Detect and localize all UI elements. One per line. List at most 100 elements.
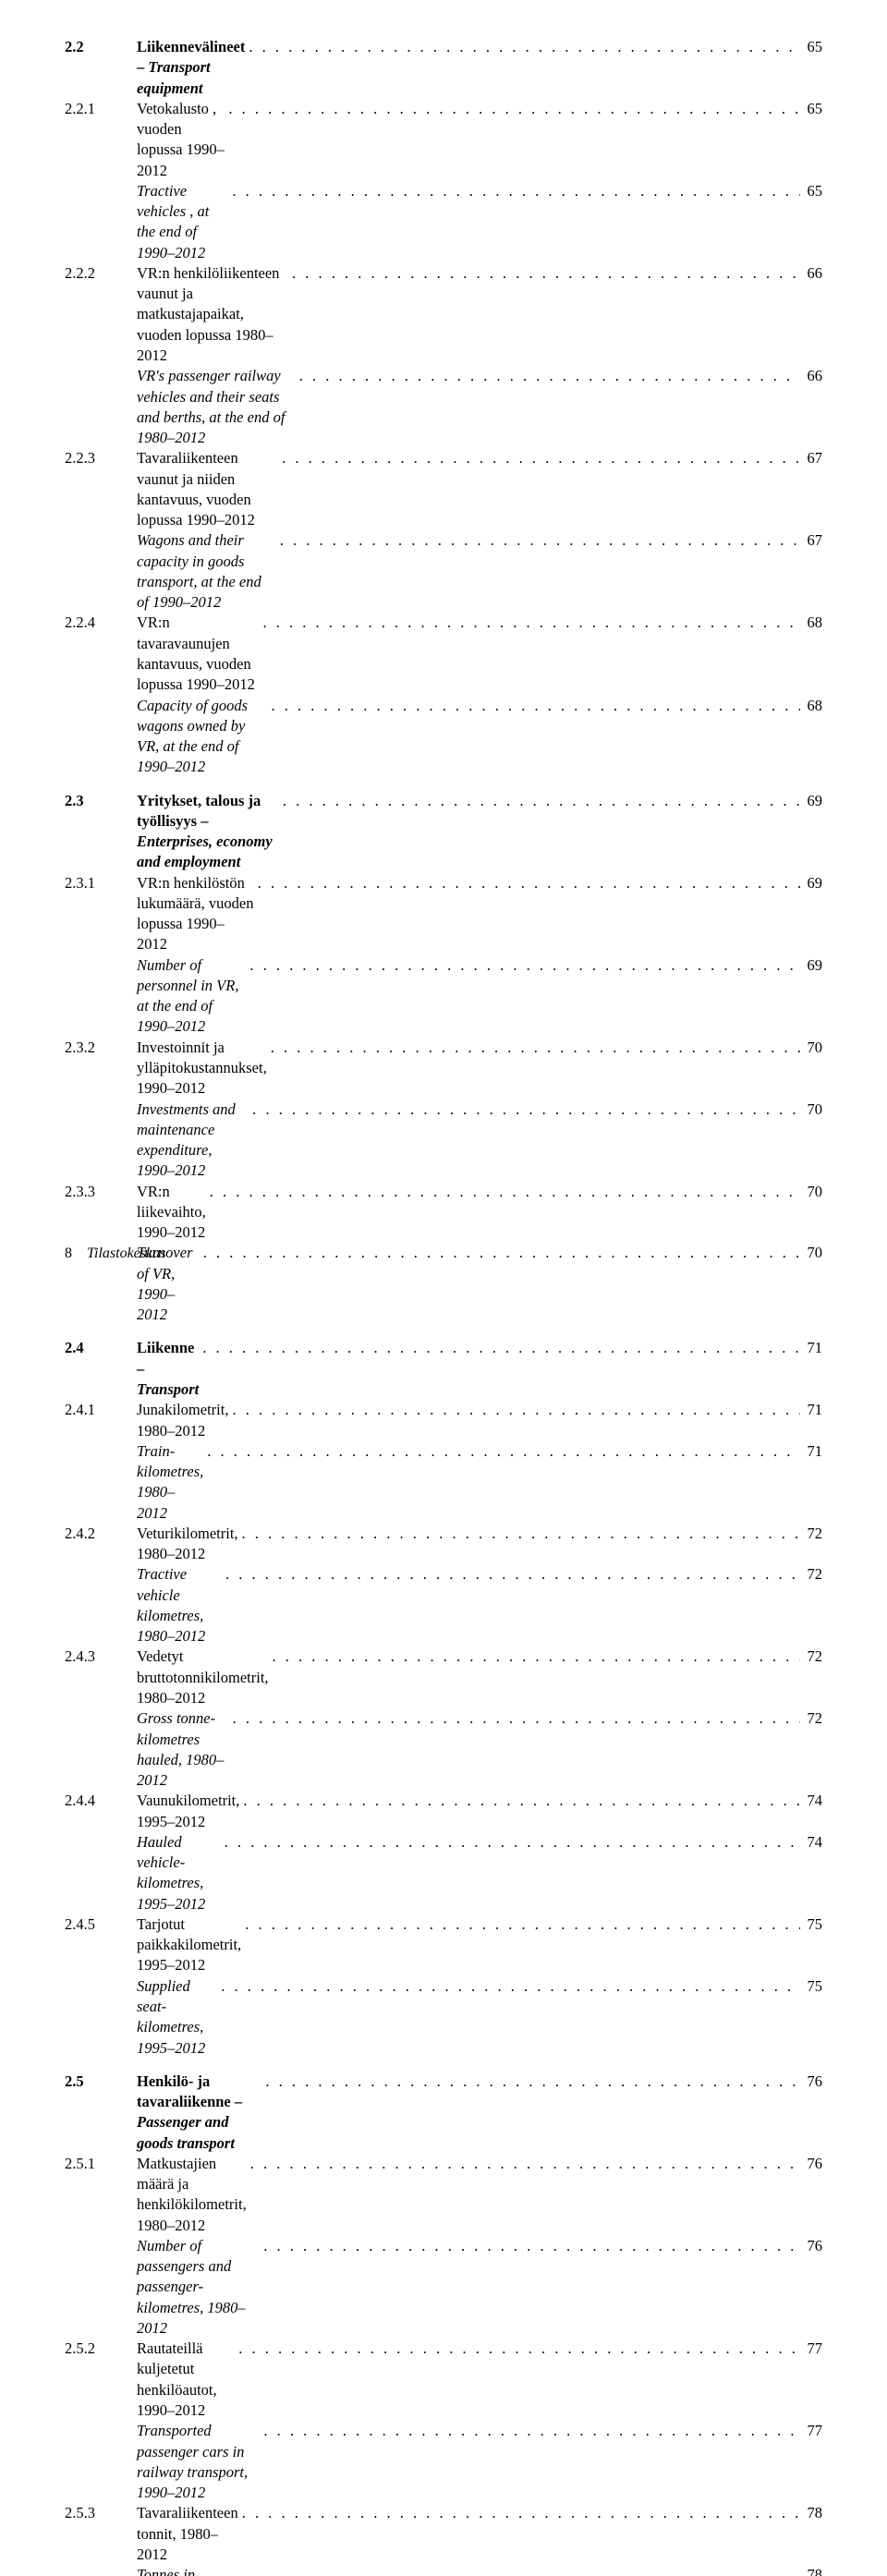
toc-leader-dots: . . . . . . . . . . . . . . . . . . . . … — [268, 696, 801, 716]
toc-leader-dots: . . . . . . . . . . . . . . . . . . . . … — [221, 1832, 800, 1853]
toc-entry: 2.2.3Tavaraliikenteen vaunut ja niiden k… — [65, 448, 822, 530]
toc-entry-title: Tavaraliikenteen tonnit, 1980–2012 — [137, 2503, 238, 2565]
toc-entry-number: 2.5.1 — [65, 2154, 137, 2174]
toc-leader-dots: . . . . . . . . . . . . . . . . . . . . … — [276, 530, 800, 551]
toc-entry: 2.4.1Junakilometrit, 1980–2012. . . . . … — [65, 1400, 822, 1441]
page-number: 8 — [65, 1245, 72, 1261]
toc-entry-page: 74 — [800, 1832, 822, 1853]
toc-entry-title: Veturikilometrit, 1980–2012 — [137, 1524, 238, 1565]
toc-entry-page: 68 — [800, 696, 822, 716]
toc-entry: VR's passenger railway vehicles and thei… — [65, 366, 822, 448]
toc-leader-dots: . . . . . . . . . . . . . . . . . . . . … — [199, 1338, 800, 1358]
toc-leader-dots: . . . . . . . . . . . . . . . . . . . . … — [238, 2503, 800, 2523]
toc-entry-title: Yritykset, talous ja työllisyys – Enterp… — [137, 791, 279, 873]
toc-entry-page: 66 — [800, 263, 822, 284]
toc-leader-dots: . . . . . . . . . . . . . . . . . . . . … — [222, 1564, 800, 1585]
toc-entry-page: 70 — [800, 1100, 822, 1120]
toc-entry-number: 2.2.3 — [65, 448, 137, 468]
toc-entry-page: 65 — [800, 181, 822, 201]
toc-entry-page: 74 — [800, 1791, 822, 1811]
toc-entry-title: Transported passenger cars in railway tr… — [137, 2421, 260, 2503]
toc-entry-title: Tractive vehicles , at the end of 1990–2… — [137, 181, 228, 263]
toc-entry-number: 2.3.3 — [65, 1182, 137, 1202]
toc-entry-title: Number of passengers and passenger-kilom… — [137, 2236, 260, 2339]
toc-entry-page: 77 — [800, 2421, 822, 2441]
toc-entry-number: 2.5.2 — [65, 2339, 137, 2359]
toc-leader-dots: . . . . . . . . . . . . . . . . . . . . … — [279, 791, 800, 811]
toc-entry-number: 2.2 — [65, 37, 137, 57]
toc-entry-number: 2.2.4 — [65, 613, 137, 633]
toc-entry-page: 72 — [800, 1708, 822, 1729]
toc-entry: Number of personnel in VR, at the end of… — [65, 955, 822, 1038]
toc-entry-page: 75 — [800, 1976, 822, 1997]
toc-entry: Capacity of goods wagons owned by VR, at… — [65, 696, 822, 778]
toc-entry-number: 2.4.3 — [65, 1646, 137, 1667]
toc-entry-page: 69 — [800, 955, 822, 976]
toc-leader-dots: . . . . . . . . . . . . . . . . . . . . … — [278, 448, 800, 468]
toc-entry-page: 71 — [800, 1441, 822, 1462]
toc-entry-page: 68 — [800, 613, 822, 633]
toc-leader-dots: . . . . . . . . . . . . . . . . . . . . … — [247, 2154, 800, 2174]
toc-leader-dots: . . . . . . . . . . . . . . . . . . . . … — [260, 613, 801, 633]
toc-entry-page: 76 — [800, 2154, 822, 2174]
toc-entry-page: 70 — [800, 1243, 822, 1263]
toc-entry: Turnover of VR, 1990–2012. . . . . . . .… — [65, 1243, 822, 1325]
toc-leader-dots: . . . . . . . . . . . . . . . . . . . . … — [206, 1182, 800, 1202]
toc-entry: 2.2.2VR:n henkilöliikenteen vaunut ja ma… — [65, 263, 822, 366]
toc-entry: 2.5.1Matkustajien määrä ja henkilökilome… — [65, 2154, 822, 2236]
toc-entry-page: 70 — [800, 1038, 822, 1058]
toc-entry-number: 2.5.3 — [65, 2503, 137, 2523]
toc-entry: Gross tonne-kilometres hauled, 1980–2012… — [65, 1708, 822, 1791]
toc-entry: Hauled vehicle-kilometres, 1995–2012. . … — [65, 1832, 822, 1914]
toc-leader-dots: . . . . . . . . . . . . . . . . . . . . … — [288, 263, 800, 284]
toc-entry: 2.2.1Vetokalusto , vuoden lopussa 1990–2… — [65, 99, 822, 181]
toc-entry-page: 67 — [800, 530, 822, 551]
toc-entry: Investments and maintenance expenditure,… — [65, 1100, 822, 1182]
toc-entry-number: 2.2.2 — [65, 263, 137, 284]
toc-entry-page: 65 — [800, 99, 822, 119]
toc-entry-number: 2.4.2 — [65, 1524, 137, 1544]
toc-entry-page: 78 — [800, 2503, 822, 2523]
toc-entry-page: 71 — [800, 1400, 822, 1420]
toc-entry-page: 67 — [800, 448, 822, 468]
toc-entry-title: Tractive vehicle kilometres, 1980–2012 — [137, 1564, 222, 1646]
toc-entry: 2.5Henkilö- ja tavaraliikenne – Passenge… — [65, 2072, 822, 2154]
toc-entry-title: Hauled vehicle-kilometres, 1995–2012 — [137, 1832, 221, 1914]
toc-leader-dots: . . . . . . . . . . . . . . . . . . . . … — [260, 2421, 800, 2441]
toc-entry: 2.4.2Veturikilometrit, 1980–2012. . . . … — [65, 1524, 822, 1565]
toc-leader-dots: . . . . . . . . . . . . . . . . . . . . … — [235, 2339, 800, 2359]
toc-entry-page: 76 — [800, 2072, 822, 2092]
toc-entry-page: 70 — [800, 1182, 822, 1202]
toc-entry-title: Tonnes in goods transport, 1980–2012 — [137, 2565, 220, 2576]
toc-entry-title: Train-kilometres, 1980–2012 — [137, 1441, 203, 1524]
toc-entry-page: 77 — [800, 2339, 822, 2359]
footer-publisher: Tilastokeskus — [87, 1245, 165, 1261]
toc-leader-dots: . . . . . . . . . . . . . . . . . . . . … — [296, 366, 800, 386]
toc-entry-title: Gross tonne-kilometres hauled, 1980–2012 — [137, 1708, 229, 1791]
toc-leader-dots: . . . . . . . . . . . . . . . . . . . . … — [220, 2565, 800, 2576]
toc-entry-page: 69 — [800, 873, 822, 893]
toc-leader-dots: . . . . . . . . . . . . . . . . . . . . … — [228, 181, 800, 201]
toc-entry-number: 2.4.5 — [65, 1914, 137, 1935]
toc-entry-title: Rautateillä kuljetetut henkilöautot, 199… — [137, 2339, 235, 2421]
toc-leader-dots: . . . . . . . . . . . . . . . . . . . . … — [238, 1524, 800, 1544]
toc-entry-page: 76 — [800, 2236, 822, 2256]
toc-entry-title: Matkustajien määrä ja henkilökilometrit,… — [137, 2154, 247, 2236]
toc-entry-title: Liikenne – Transport — [137, 1338, 199, 1400]
toc-entry-page: 72 — [800, 1564, 822, 1585]
toc-entry-page: 66 — [800, 366, 822, 386]
toc-entry-number: 2.4.1 — [65, 1400, 137, 1420]
toc-entry-title: VR:n henkilöliikenteen vaunut ja matkust… — [137, 263, 288, 366]
toc-entry: 2.2Liikennevälineet – Transport equipmen… — [65, 37, 822, 99]
toc-leader-dots: . . . . . . . . . . . . . . . . . . . . … — [260, 2236, 800, 2256]
toc-entry: Tractive vehicles , at the end of 1990–2… — [65, 181, 822, 263]
toc-entry-page: 75 — [800, 1914, 822, 1935]
toc-entry-title: Junakilometrit, 1980–2012 — [137, 1400, 228, 1441]
toc-entry-title: Capacity of goods wagons owned by VR, at… — [137, 696, 268, 778]
toc-leader-dots: . . . . . . . . . . . . . . . . . . . . … — [203, 1441, 800, 1462]
toc-entry: Tonnes in goods transport, 1980–2012. . … — [65, 2565, 822, 2576]
toc-entry: Train-kilometres, 1980–2012. . . . . . .… — [65, 1441, 822, 1524]
toc-entry-title: VR's passenger railway vehicles and thei… — [137, 366, 296, 448]
toc-entry-page: 72 — [800, 1524, 822, 1544]
toc-entry-page: 65 — [800, 37, 822, 57]
